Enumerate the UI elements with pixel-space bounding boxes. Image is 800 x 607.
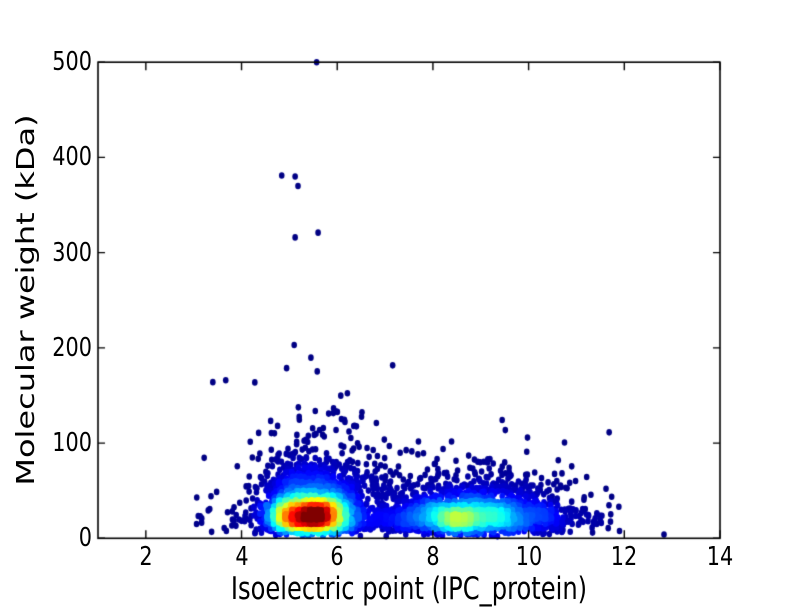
- y-tick-label: 300: [52, 237, 92, 268]
- y-tick-label: 500: [52, 47, 92, 78]
- y-tick-label: 100: [52, 428, 92, 459]
- x-axis-label: Isoelectric point (IPC_protein): [230, 571, 588, 607]
- x-tick-label: 14: [706, 542, 734, 573]
- x-tick-label: 8: [426, 542, 440, 573]
- y-axis-label-wrap: Molecular weight (kDa): [2, 62, 50, 538]
- y-tick-label: 400: [52, 142, 92, 173]
- x-tick-label: 10: [515, 542, 542, 573]
- x-tick-label: 6: [330, 542, 344, 573]
- y-tick-label: 0: [78, 523, 92, 554]
- x-tick-label: 2: [139, 542, 153, 573]
- y-tick-label: 200: [52, 332, 92, 363]
- x-tick-label: 12: [611, 542, 638, 573]
- x-tick-label: 4: [234, 542, 249, 573]
